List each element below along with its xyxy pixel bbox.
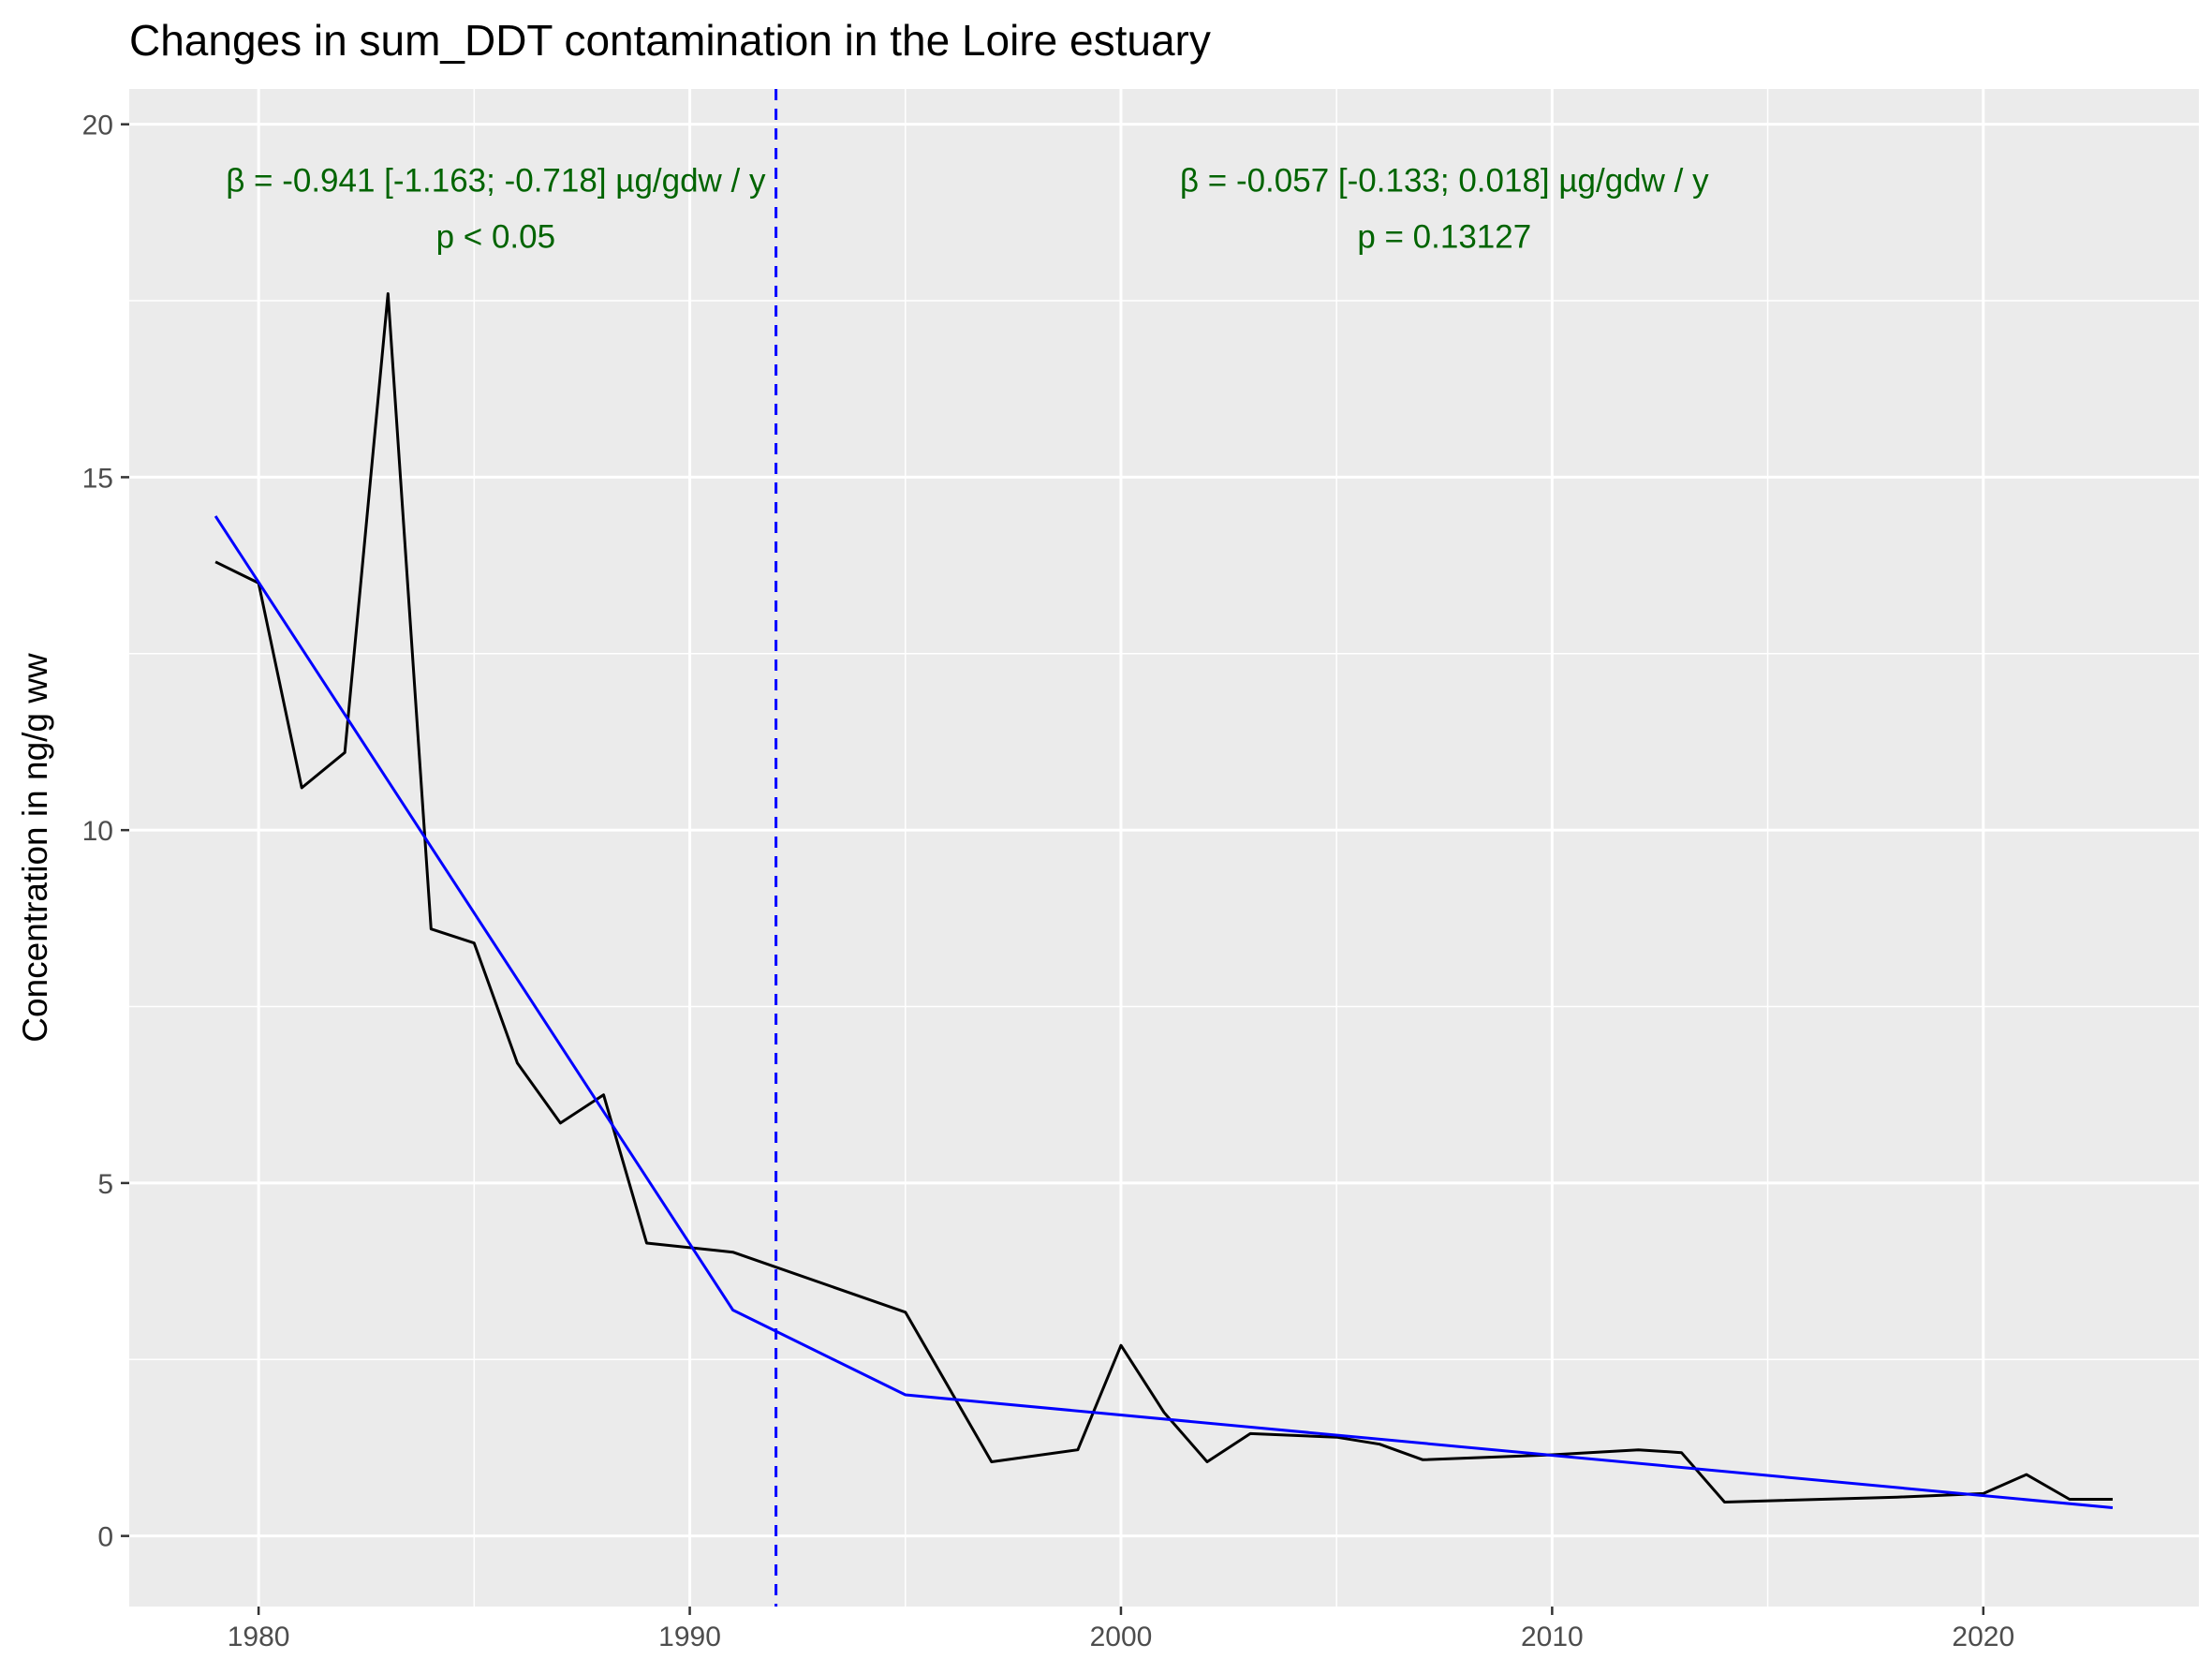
x-tick-label: 1990 bbox=[658, 1622, 721, 1652]
x-tick-label: 1980 bbox=[228, 1622, 290, 1652]
observed-line bbox=[214, 292, 2113, 1503]
y-tick-label: 20 bbox=[82, 111, 113, 141]
annotation-1-p: p < 0.05 bbox=[436, 219, 555, 256]
y-tick-label: 10 bbox=[82, 816, 113, 847]
annotation-2-beta: β = -0.057 [-0.133; 0.018] µg/gdw / y bbox=[1180, 162, 1709, 199]
grid-major bbox=[129, 89, 2199, 1607]
trend-line bbox=[214, 515, 2114, 1509]
x-tick-label: 2000 bbox=[1090, 1622, 1153, 1652]
grid-minor bbox=[129, 89, 2199, 1607]
plot-panel bbox=[129, 89, 2199, 1607]
y-axis-title: Concentration in ng/g ww bbox=[16, 653, 54, 1043]
y-tick-label: 5 bbox=[97, 1169, 113, 1200]
series-layer bbox=[214, 89, 2114, 1607]
x-tick-label: 2010 bbox=[1521, 1622, 1584, 1652]
annotation-1-beta: β = -0.941 [-1.163; -0.718] µg/gdw / y bbox=[226, 162, 766, 199]
annotation-2-p: p = 0.13127 bbox=[1357, 219, 1531, 256]
chart-title: Changes in sum_DDT contamination in the … bbox=[129, 16, 1211, 65]
annotation-layer: β = -0.941 [-1.163; -0.718] µg/gdw / y p … bbox=[226, 162, 1709, 255]
x-tick-label: 2020 bbox=[1952, 1622, 2014, 1652]
y-tick-label: 15 bbox=[82, 463, 113, 494]
y-axis: 0 5 10 15 20 bbox=[82, 111, 129, 1553]
x-axis: 1980 1990 2000 2010 2020 bbox=[228, 1607, 2014, 1652]
y-tick-label: 0 bbox=[97, 1522, 113, 1553]
